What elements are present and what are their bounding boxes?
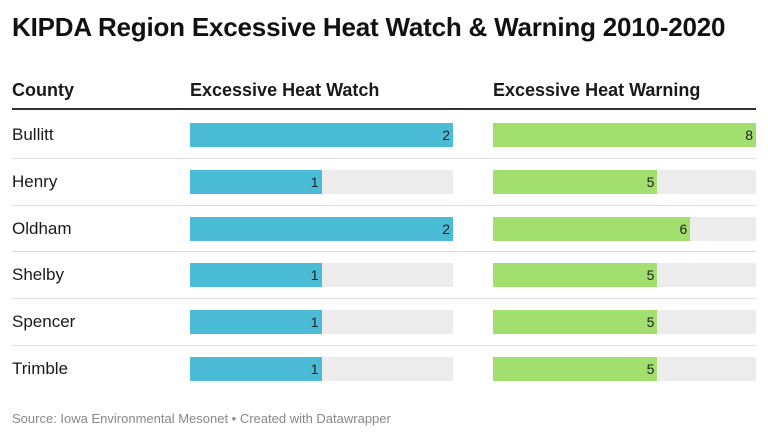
warning-bar xyxy=(493,356,658,381)
warning-bar-value: 5 xyxy=(646,173,655,190)
watch-bar-track: 2 xyxy=(190,216,453,241)
warning-bar xyxy=(493,263,658,288)
watch-bar xyxy=(190,310,322,335)
watch-bar-value: 2 xyxy=(442,220,450,237)
warning-bar-track: 5 xyxy=(493,263,756,288)
table-row: Shelby 1 5 xyxy=(12,252,756,300)
warning-bar-value: 8 xyxy=(745,127,753,143)
table-row: Oldham 2 6 xyxy=(12,206,756,253)
watch-bar-value: 1 xyxy=(310,267,319,284)
county-label: Spencer xyxy=(12,312,76,332)
county-label: Bullitt xyxy=(12,125,54,144)
warning-bar xyxy=(493,216,691,241)
table-row: Bullitt 2 8 xyxy=(12,112,756,159)
column-header-watch: Excessive Heat Watch xyxy=(190,80,380,100)
county-label: Henry xyxy=(12,171,58,191)
table-header: County Excessive Heat Watch Excessive He… xyxy=(12,76,756,110)
watch-bar-value: 1 xyxy=(310,173,319,190)
warning-bar-value: 5 xyxy=(646,314,655,331)
watch-bar-value: 2 xyxy=(442,127,450,143)
watch-bar-value: 1 xyxy=(310,314,319,331)
watch-bar xyxy=(190,169,322,194)
watch-bar xyxy=(190,263,322,288)
warning-bar-track: 5 xyxy=(493,310,756,335)
warning-bar-value: 5 xyxy=(646,360,655,377)
watch-bar-track: 1 xyxy=(190,263,453,288)
table-row: Trimble 1 5 xyxy=(12,346,756,392)
table-row: Henry 1 5 xyxy=(12,159,756,206)
watch-bar-track: 2 xyxy=(190,123,453,147)
warning-bar-track: 6 xyxy=(493,216,756,241)
table-row: Spencer 1 5 xyxy=(12,299,756,346)
watch-bar xyxy=(190,216,453,241)
watch-bar xyxy=(190,123,453,147)
chart-title: KIPDA Region Excessive Heat Watch & Warn… xyxy=(12,12,726,42)
column-header-county: County xyxy=(12,80,74,100)
watch-bar xyxy=(190,356,322,381)
county-label: Oldham xyxy=(12,218,72,238)
warning-bar xyxy=(493,123,756,147)
warning-bar xyxy=(493,169,658,194)
warning-bar-track: 8 xyxy=(493,123,756,147)
warning-bar-track: 5 xyxy=(493,169,756,194)
warning-bar-value: 6 xyxy=(679,220,688,237)
warning-bar-value: 5 xyxy=(646,267,655,284)
watch-bar-value: 1 xyxy=(310,360,319,377)
watch-bar-track: 1 xyxy=(190,356,453,381)
watch-bar-track: 1 xyxy=(190,169,453,194)
county-label: Trimble xyxy=(12,358,69,378)
watch-bar-track: 1 xyxy=(190,310,453,335)
source-note: Source: Iowa Environmental Mesonet • Cre… xyxy=(12,411,391,426)
column-header-warning: Excessive Heat Warning xyxy=(493,80,701,100)
warning-bar xyxy=(493,310,658,335)
warning-bar-track: 5 xyxy=(493,356,756,381)
table-body: Bullitt 2 8 Henry 1 5 Oldham 2 6 Shelby 1 5 Spencer 1… xyxy=(12,112,756,392)
county-label: Shelby xyxy=(12,265,64,285)
